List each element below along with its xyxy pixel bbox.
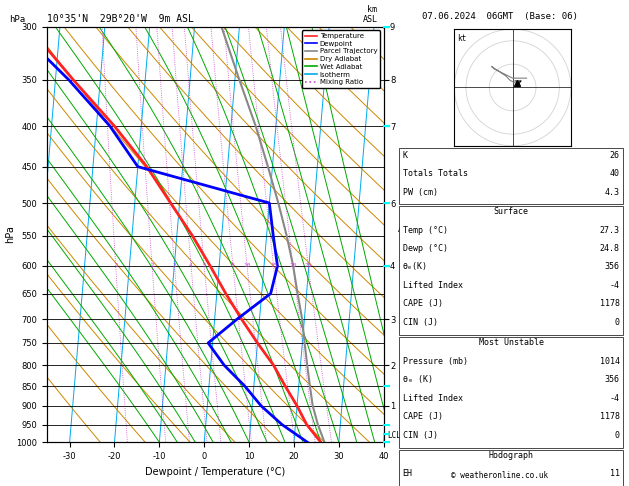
Text: 1178: 1178 xyxy=(599,299,620,309)
Text: Totals Totals: Totals Totals xyxy=(403,169,467,178)
Text: 356: 356 xyxy=(604,262,620,272)
Text: -4: -4 xyxy=(610,394,620,403)
Text: Dewp (°C): Dewp (°C) xyxy=(403,244,448,253)
Text: Most Unstable: Most Unstable xyxy=(479,338,543,347)
Text: 1014: 1014 xyxy=(599,357,620,366)
Text: 10: 10 xyxy=(243,263,251,268)
Text: Pressure (mb): Pressure (mb) xyxy=(403,357,467,366)
Text: EH: EH xyxy=(403,469,413,479)
Text: 8: 8 xyxy=(231,263,235,268)
Text: 26: 26 xyxy=(610,151,620,160)
Text: 24.8: 24.8 xyxy=(599,244,620,253)
Text: K: K xyxy=(403,151,408,160)
Text: Surface: Surface xyxy=(494,207,528,216)
Text: 4: 4 xyxy=(189,263,193,268)
Text: CAPE (J): CAPE (J) xyxy=(403,412,443,421)
Text: 10°35'N  29B°20'W  9m ASL: 10°35'N 29B°20'W 9m ASL xyxy=(47,14,194,24)
Text: Lifted Index: Lifted Index xyxy=(403,281,462,290)
Text: CAPE (J): CAPE (J) xyxy=(403,299,443,309)
Text: hPa: hPa xyxy=(9,15,26,24)
Text: Mixing Ratio (g/kg): Mixing Ratio (g/kg) xyxy=(426,219,435,292)
Text: Temp (°C): Temp (°C) xyxy=(403,226,448,235)
Text: 11: 11 xyxy=(610,469,620,479)
Y-axis label: km
ASL: km ASL xyxy=(398,215,415,235)
Text: PW (cm): PW (cm) xyxy=(403,188,438,197)
Text: -4: -4 xyxy=(610,281,620,290)
Text: 1178: 1178 xyxy=(599,412,620,421)
Text: © weatheronline.co.uk: © weatheronline.co.uk xyxy=(452,471,548,480)
Text: 3: 3 xyxy=(172,263,176,268)
Text: 2: 2 xyxy=(150,263,154,268)
Text: 1: 1 xyxy=(114,263,118,268)
Text: 40: 40 xyxy=(610,169,620,178)
X-axis label: Dewpoint / Temperature (°C): Dewpoint / Temperature (°C) xyxy=(145,467,286,477)
Text: 0: 0 xyxy=(615,318,620,327)
Text: 20: 20 xyxy=(289,263,297,268)
Y-axis label: hPa: hPa xyxy=(5,226,15,243)
Text: 5: 5 xyxy=(203,263,206,268)
Text: 27.3: 27.3 xyxy=(599,226,620,235)
Text: kt: kt xyxy=(457,34,466,43)
Text: 07.06.2024  06GMT  (Base: 06): 07.06.2024 06GMT (Base: 06) xyxy=(422,12,578,21)
Text: 4.3: 4.3 xyxy=(604,188,620,197)
Legend: Temperature, Dewpoint, Parcel Trajectory, Dry Adiabat, Wet Adiabat, Isotherm, Mi: Temperature, Dewpoint, Parcel Trajectory… xyxy=(302,30,380,88)
Text: 25: 25 xyxy=(304,263,312,268)
Text: CIN (J): CIN (J) xyxy=(403,431,438,440)
Text: Lifted Index: Lifted Index xyxy=(403,394,462,403)
Text: 356: 356 xyxy=(604,375,620,384)
Text: θₑ (K): θₑ (K) xyxy=(403,375,433,384)
Text: θₑ(K): θₑ(K) xyxy=(403,262,428,272)
Text: 15: 15 xyxy=(270,263,277,268)
Text: km
ASL: km ASL xyxy=(362,5,377,24)
Text: CIN (J): CIN (J) xyxy=(403,318,438,327)
Text: Hodograph: Hodograph xyxy=(489,451,533,460)
Text: LCL: LCL xyxy=(387,432,401,440)
Text: 0: 0 xyxy=(615,431,620,440)
